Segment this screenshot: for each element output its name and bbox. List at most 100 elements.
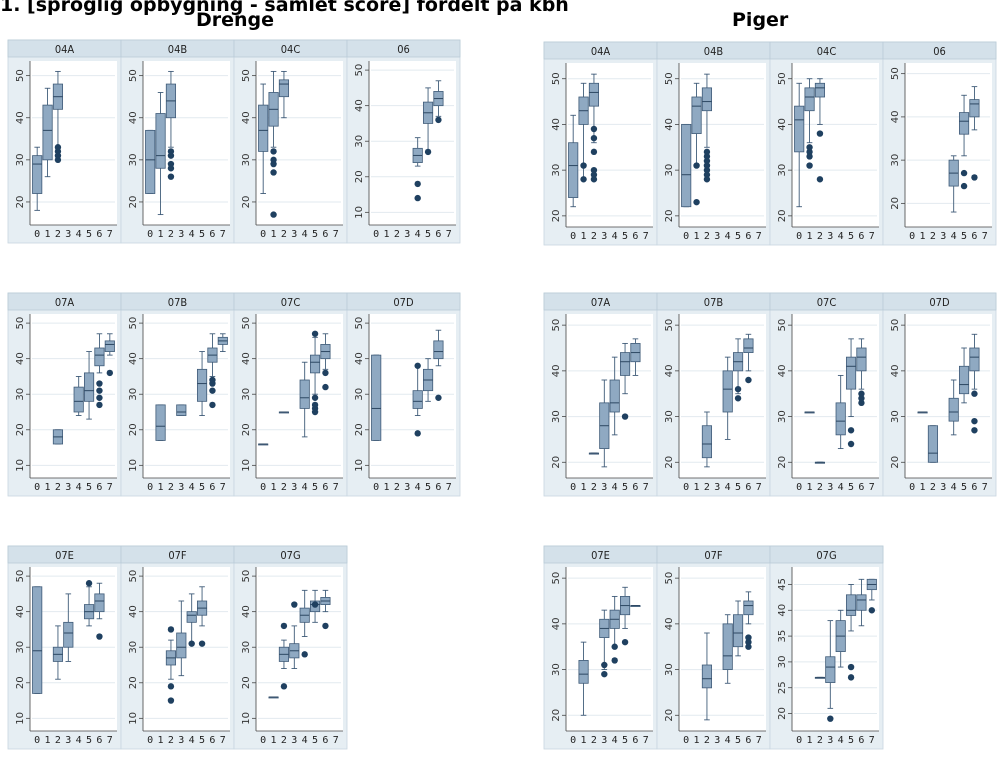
y-tick-label: 45 [777, 578, 788, 591]
outlier-point [745, 638, 752, 646]
x-tick-label: 1 [581, 735, 587, 746]
x-tick-label: 7 [869, 231, 875, 242]
outlier-point [590, 134, 598, 142]
outlier-point [96, 394, 103, 401]
plot-area-drenge-07b [143, 314, 230, 478]
x-tick-label: 1 [45, 482, 51, 493]
x-tick-label: 0 [909, 231, 915, 242]
box-iqr [814, 82, 826, 98]
x-tick-label: 5 [961, 231, 967, 242]
x-tick-label: 0 [260, 735, 266, 746]
y-tick-label: 10 [128, 459, 139, 472]
x-tick-label: 4 [302, 735, 308, 746]
y-tick-label: 50 [890, 319, 901, 332]
x-tick-label: 0 [373, 229, 379, 240]
x-tick-label: 7 [982, 231, 988, 242]
x-tick-label: 6 [632, 735, 638, 746]
box-iqr [619, 352, 631, 376]
x-tick-label: 2 [817, 231, 823, 242]
x-tick-label: 4 [189, 229, 195, 240]
x-tick-label: 2 [591, 482, 597, 493]
x-tick-label: 7 [756, 735, 762, 746]
box-iqr [588, 82, 600, 107]
group-label-drenge: Drenge [196, 9, 275, 31]
x-tick-label: 5 [199, 735, 205, 746]
outlier-point [971, 174, 978, 181]
outlier-point [280, 683, 288, 690]
x-tick-label: 6 [209, 482, 215, 493]
x-tick-label: 1 [694, 231, 700, 242]
outlier-point [703, 157, 711, 165]
x-tick-label: 7 [107, 229, 113, 240]
y-tick-label: 10 [241, 712, 252, 725]
plot-area-drenge-07g [256, 567, 343, 731]
x-tick-label: 6 [322, 482, 328, 493]
x-tick-label: 1 [920, 482, 926, 493]
x-tick-label: 0 [34, 735, 40, 746]
box-iqr [701, 664, 713, 689]
y-tick-label: 10 [354, 206, 365, 219]
x-tick-label: 6 [96, 735, 102, 746]
outlier-point [745, 634, 752, 641]
y-tick-label: 20 [777, 456, 788, 469]
y-tick-label: 30 [890, 154, 901, 167]
outlier-point [96, 387, 103, 394]
outlier-point [96, 633, 103, 640]
y-tick-label: 40 [128, 111, 139, 124]
y-tick-label: 50 [777, 319, 788, 332]
x-tick-label: 2 [817, 735, 823, 746]
panel-strip-drenge-07g [233, 545, 348, 564]
x-tick-label: 1 [807, 735, 813, 746]
y-tick-label: 50 [241, 69, 252, 82]
box-iqr [701, 425, 713, 459]
x-tick-label: 4 [838, 735, 844, 746]
box-iqr [176, 632, 187, 659]
box-iqr [94, 593, 105, 613]
outlier-point [703, 171, 711, 178]
box-iqr [969, 347, 980, 372]
outlier-point [590, 125, 598, 133]
box-iqr [196, 368, 208, 402]
box-iqr [825, 656, 836, 683]
outlier-point [868, 607, 876, 614]
x-tick-label: 1 [384, 482, 390, 493]
outlier-point [414, 430, 421, 437]
outlier-point [590, 148, 598, 156]
y-tick-label: 50 [551, 572, 562, 585]
outlier-point [270, 169, 277, 176]
x-tick-label: 3 [404, 482, 410, 493]
box-iqr [681, 124, 692, 208]
outlier-point [745, 643, 752, 650]
y-tick-label: 20 [777, 209, 788, 222]
y-tick-label: 30 [241, 153, 252, 166]
x-tick-label: 3 [827, 231, 833, 242]
outlier-point [311, 401, 319, 409]
y-tick-label: 50 [15, 69, 26, 82]
y-tick-label: 50 [241, 317, 252, 330]
box-iqr [63, 621, 74, 648]
box-iqr [145, 129, 156, 194]
outlier-point [703, 153, 711, 160]
y-tick-label: 30 [15, 641, 26, 654]
y-tick-label: 40 [241, 111, 252, 124]
y-tick-label: 40 [15, 111, 26, 124]
box-iqr [856, 594, 867, 611]
x-tick-label: 5 [425, 482, 431, 493]
y-tick-label: 40 [128, 605, 139, 618]
x-tick-label: 0 [796, 231, 802, 242]
x-tick-label: 7 [869, 482, 875, 493]
outlier-point [816, 176, 824, 183]
plot-area-piger-07g [792, 567, 879, 731]
x-tick-label: 3 [291, 229, 297, 240]
y-tick-label: 50 [890, 67, 901, 80]
x-tick-label: 3 [940, 482, 946, 493]
panel-title-piger-07e: 07E [591, 549, 610, 562]
x-tick-label: 7 [643, 735, 649, 746]
plot-area-drenge-06 [369, 61, 456, 225]
x-tick-label: 0 [683, 231, 689, 242]
y-tick-label: 50 [551, 319, 562, 332]
outlier-point [806, 148, 813, 156]
x-tick-label: 1 [581, 482, 587, 493]
panel-title-piger-07g: 07G [816, 549, 836, 562]
